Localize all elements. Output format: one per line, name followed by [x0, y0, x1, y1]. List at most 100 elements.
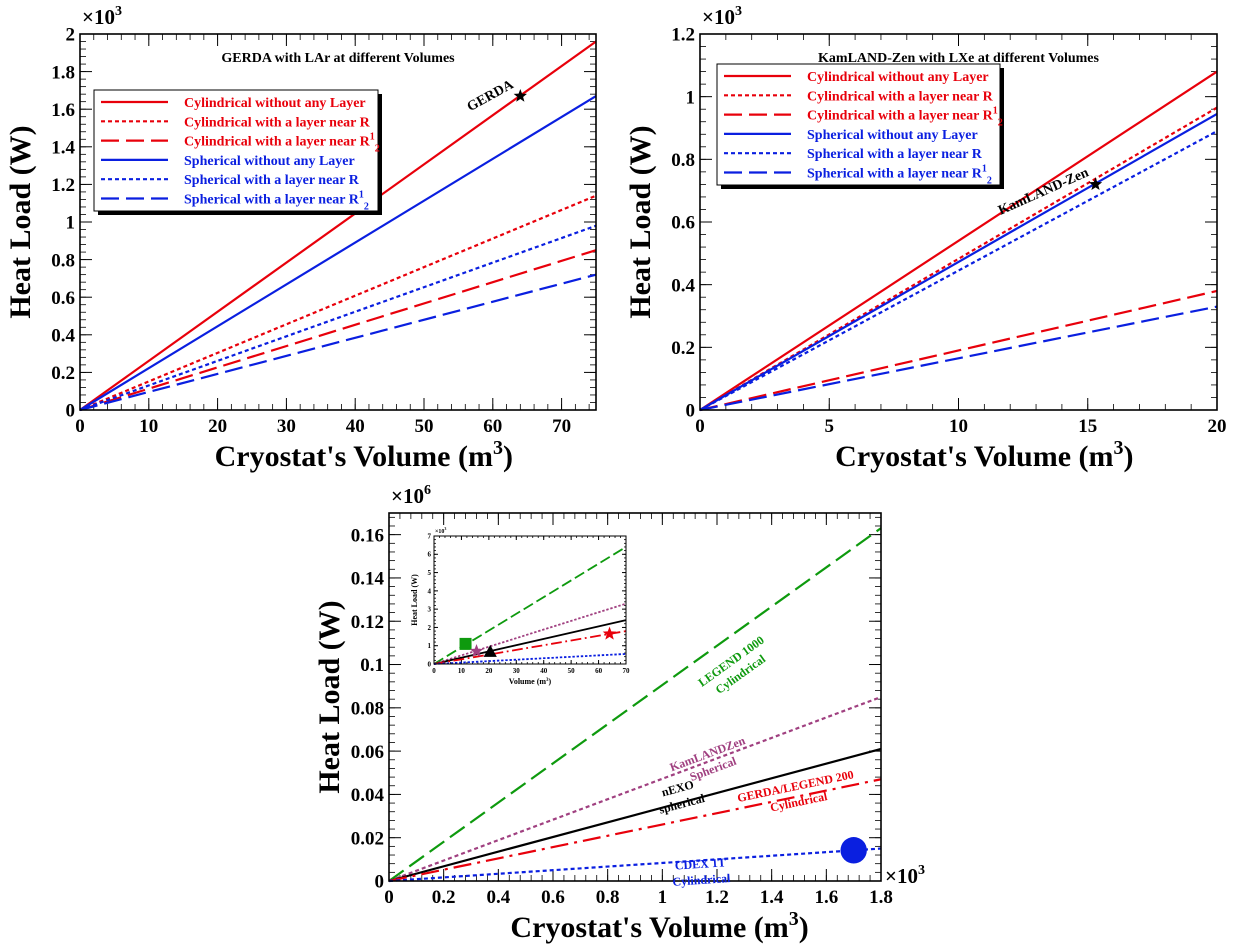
y-tick-label: 0.04 [351, 785, 385, 806]
x-tick-label: 60 [483, 416, 502, 437]
x-axis-title-text: Cryostat's Volume (m [510, 911, 788, 944]
legend-label-text: Spherical with a layer near R [807, 167, 983, 182]
line-label-0: LEGEND 1000Cylindrical [695, 633, 776, 703]
x-tick-label: 70 [552, 416, 571, 437]
x-axis-title-sup: 3 [493, 437, 503, 459]
chart2-series-5 [699, 305, 1218, 412]
y-multiplier-base: ×10 [391, 484, 424, 508]
y-multiplier-exp: 3 [735, 4, 742, 19]
y-tick-label: 0.6 [671, 213, 695, 234]
x-multiplier: ×103 [885, 863, 925, 888]
chart3-series-1 [388, 695, 882, 883]
x-tick-label: 0 [695, 416, 705, 437]
legend-label-text: Spherical without any Layer [184, 154, 355, 169]
y-tick-label: 6 [428, 551, 432, 559]
x-tick-label: 1.8 [869, 887, 893, 908]
legend-label-4: Spherical with a layer near R [807, 147, 983, 162]
x-axis-title: Cryostat's Volume (m3) [835, 437, 1133, 473]
x-tick-label: 0.4 [486, 887, 510, 908]
y-tick-label: 0.6 [51, 288, 75, 309]
annotation-star-0 [1088, 177, 1103, 191]
chart2-series-2 [699, 289, 1218, 412]
y-tick-label: 0.8 [51, 250, 75, 271]
x-axis-title-sup: 3 [1114, 437, 1124, 459]
inset-y-multiplier: ×103 [435, 526, 446, 535]
chart3-series-4 [388, 847, 882, 883]
y-multiplier-exp: 3 [115, 4, 122, 19]
y-tick-label: 3 [428, 606, 432, 614]
chart3-series-2 [388, 747, 882, 883]
x-tick-label: 1.4 [760, 887, 784, 908]
chart1-series-2 [79, 249, 597, 412]
legend-label-sub: 2 [998, 118, 1003, 129]
legend-label-sup: 1 [370, 132, 375, 143]
annotation-label-0: GERDA [465, 77, 517, 115]
y-axis-title: Heat Load (W) [313, 600, 346, 793]
y-tick-label: 1.8 [51, 62, 75, 83]
y-tick-label: 0.06 [351, 742, 384, 763]
legend-label-sub: 2 [375, 144, 380, 155]
chart1-series-1 [79, 194, 597, 412]
x-tick-label: 1.2 [705, 887, 729, 908]
legend-label-5: Spherical with a layer near R12 [807, 164, 992, 187]
legend-label-text: Spherical with a layer near R [184, 193, 360, 208]
legend-label-5: Spherical with a layer near R12 [184, 190, 369, 213]
data-marker-0 [840, 837, 867, 864]
legend-label-3: Spherical without any Layer [807, 128, 978, 143]
inset-series-3 [433, 630, 627, 665]
annotation-star-0 [513, 89, 527, 102]
inset-x-axis-title-sup: 3 [546, 678, 549, 683]
chart2-series-0 [699, 70, 1218, 411]
legend-label-sub: 2 [364, 202, 369, 213]
inset-x-axis-title-close: ) [549, 677, 552, 686]
chart2-series-3 [699, 112, 1218, 411]
legend-label-2: Cylindrical with a layer near R12 [807, 106, 1003, 129]
inset-x-axis-title: Volume (m3) [509, 677, 552, 686]
x-tick-label: 40 [346, 416, 365, 437]
legend-label-text: Spherical with a layer near R [184, 173, 360, 188]
legend-label-text: Spherical without any Layer [807, 128, 978, 143]
x-tick-label: 40 [540, 667, 548, 675]
y-tick-label: 2 [428, 624, 432, 632]
legend-label-text: Cylindrical without any Layer [807, 70, 989, 85]
legend-label-sup: 1 [993, 106, 998, 117]
y-multiplier-base: ×10 [82, 5, 115, 29]
y-multiplier: ×103 [82, 4, 122, 29]
y-axis-title: Heat Load (W) [624, 125, 657, 318]
x-tick-label: 30 [513, 667, 521, 675]
x-multiplier-base: ×10 [885, 864, 918, 888]
y-tick-label: 0.2 [671, 338, 695, 359]
legend-label-sup: 1 [359, 190, 364, 201]
line-label-4: CDEX 1TCylindrical [671, 855, 732, 889]
x-tick-label: 0 [432, 667, 436, 675]
y-multiplier-base: ×10 [702, 5, 735, 29]
annotation-label-0: KamLAND-Zen [996, 165, 1091, 218]
legend-label-text: Cylindrical without any Layer [184, 96, 366, 111]
y-tick-label: 0 [66, 401, 76, 422]
legend-label-text: Cylindrical with a layer near R [807, 89, 994, 104]
legend-label-text: Cylindrical with a layer near R [184, 115, 371, 130]
y-tick-label: 0.02 [351, 828, 384, 849]
chart3-series-3 [388, 778, 882, 883]
x-tick-label: 60 [595, 667, 603, 675]
legend-box [93, 89, 379, 212]
y-tick-label: 7 [428, 532, 432, 540]
y-tick-label: 1.4 [51, 137, 75, 158]
y-tick-label: 4 [428, 587, 432, 595]
y-tick-label: 0.4 [51, 325, 75, 346]
legend-label-sub: 2 [987, 176, 992, 187]
y-tick-label: 1.6 [51, 100, 75, 121]
inset-series-1 [433, 602, 627, 665]
x-tick-label: 10 [949, 416, 968, 437]
x-tick-label: 20 [208, 416, 227, 437]
y-axis-title: Heat Load (W) [4, 125, 37, 318]
x-axis-title-text: Cryostat's Volume (m [835, 440, 1113, 473]
chart1-series-4 [79, 224, 597, 412]
y-multiplier-exp: 6 [424, 483, 431, 498]
y-tick-label: 1 [686, 87, 696, 108]
x-tick-label: 10 [139, 416, 158, 437]
legend-label-3: Spherical without any Layer [184, 154, 355, 169]
chart-panel-2: 0 5 10 15 2000.20.40.60.811.2×103Cryostat's … [624, 4, 1227, 473]
chart3-series-0 [388, 527, 882, 882]
